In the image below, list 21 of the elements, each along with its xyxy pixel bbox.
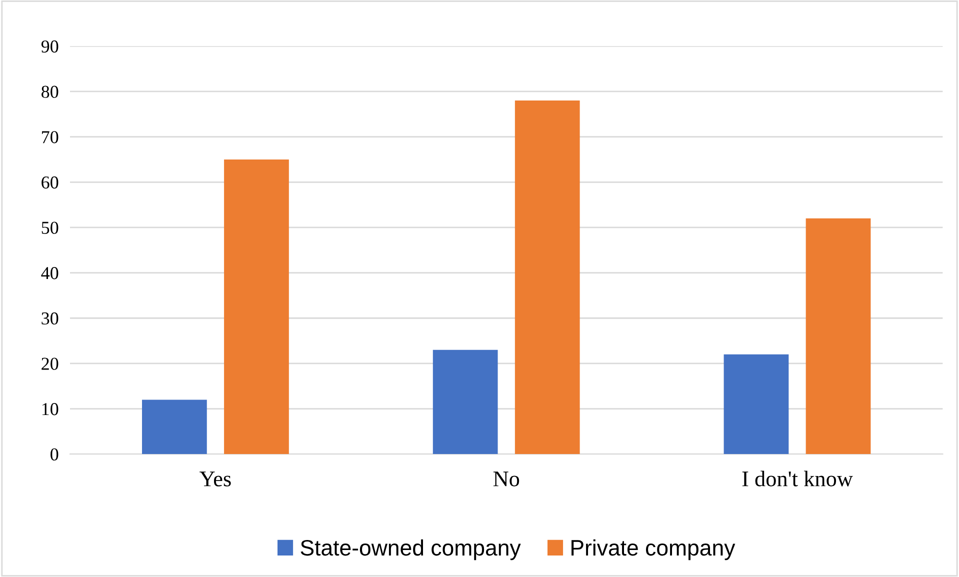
bar	[224, 159, 289, 454]
y-tick-label: 80	[42, 86, 58, 98]
y-tick-label: 50	[42, 222, 58, 234]
x-tick-label: No	[493, 472, 520, 486]
bar	[806, 218, 871, 454]
x-tick-label: I don't know	[742, 470, 853, 486]
y-tick-label: 60	[42, 176, 58, 189]
y-tick-label: 90	[41, 40, 58, 53]
legend-label: State-owned company	[300, 539, 521, 560]
y-tick-label: 0	[50, 448, 58, 461]
bar	[724, 354, 789, 454]
x-tick-label: Yes	[200, 472, 231, 486]
y-tick-label: 40	[41, 267, 58, 280]
bar	[514, 100, 580, 454]
bar	[432, 350, 498, 454]
y-tick-label: 30	[42, 312, 58, 325]
legend-label: Private company	[572, 539, 736, 560]
y-tick-label: 70	[42, 131, 58, 144]
y-tick-label: 20	[42, 358, 58, 370]
y-tick-label: 10	[42, 403, 58, 416]
bar	[142, 400, 207, 454]
